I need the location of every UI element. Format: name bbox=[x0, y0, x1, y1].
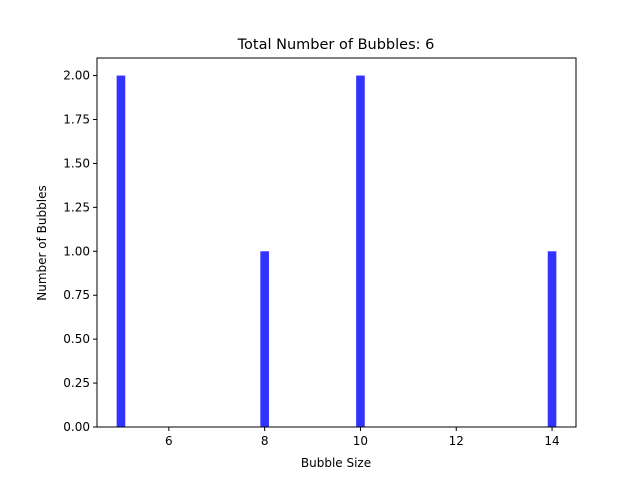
x-axis-label: Bubble Size bbox=[301, 456, 371, 470]
y-tick-label: 1.00 bbox=[63, 244, 90, 258]
x-axis-ticks: 6 8 10 12 14 bbox=[165, 427, 560, 448]
x-tick-label: 6 bbox=[165, 434, 173, 448]
plot-frame bbox=[96, 57, 577, 428]
bar-size-8 bbox=[260, 251, 269, 427]
y-tick-label: 1.25 bbox=[63, 200, 90, 214]
y-tick-label: 2.00 bbox=[63, 69, 90, 83]
y-axis-label: Number of Bubbles bbox=[35, 185, 49, 300]
y-axis-ticks: 0.00 0.25 0.50 0.75 1.00 1.25 1.50 1.75 2.00 bbox=[63, 69, 97, 434]
bar-size-5 bbox=[116, 75, 126, 428]
y-tick-label: 1.50 bbox=[63, 156, 90, 170]
bar-size-14 bbox=[547, 251, 557, 427]
y-tick-label: 0.25 bbox=[63, 376, 90, 390]
y-tick-label: 0.00 bbox=[63, 420, 90, 434]
y-tick-label: 0.50 bbox=[63, 332, 90, 346]
x-tick-label: 8 bbox=[261, 434, 269, 448]
y-tick-label: 1.75 bbox=[63, 113, 90, 127]
x-tick-label: 14 bbox=[544, 434, 559, 448]
bars-group bbox=[116, 75, 557, 428]
x-tick-label: 12 bbox=[449, 434, 464, 448]
bar-size-10 bbox=[356, 75, 365, 428]
chart-title: Total Number of Bubbles: 6 bbox=[237, 37, 435, 53]
x-tick-label: 10 bbox=[353, 434, 368, 448]
y-tick-label: 0.75 bbox=[63, 288, 90, 302]
